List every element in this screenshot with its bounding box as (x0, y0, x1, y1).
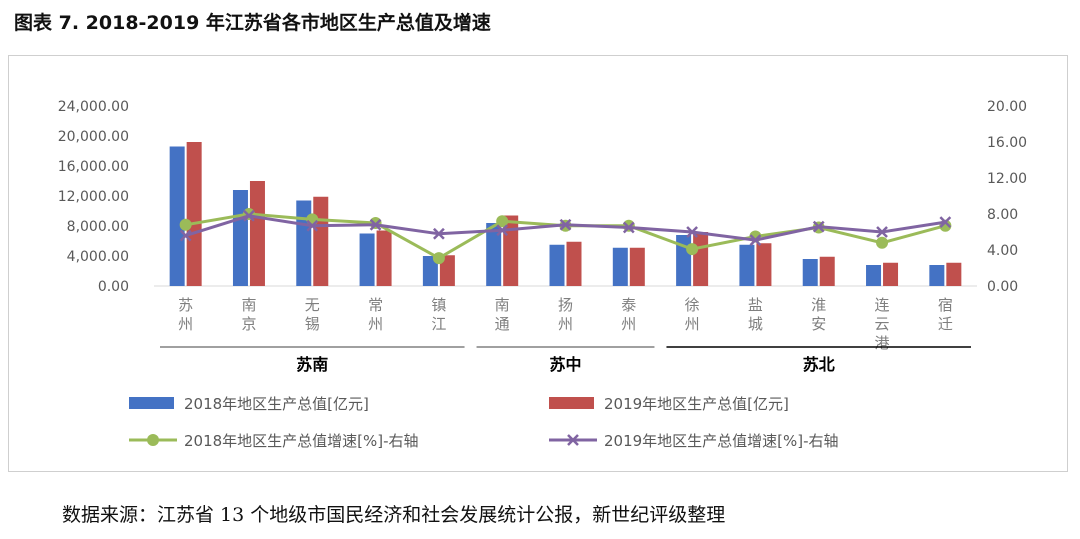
legend-marker (147, 434, 159, 446)
bar-2019 (946, 262, 962, 286)
growth-point-2019 (876, 226, 888, 238)
growth-point-2018 (622, 219, 635, 232)
bar-2018 (612, 247, 628, 286)
bar-2019 (819, 256, 835, 286)
bar-2019 (566, 241, 582, 286)
bar-2019 (313, 196, 329, 286)
bar-2019 (756, 243, 772, 286)
growth-point-2018 (686, 243, 699, 256)
bar-2019 (439, 255, 455, 286)
growth-point-2019 (812, 220, 825, 233)
legend-marker (567, 434, 579, 446)
legend-label: 2018年地区生产总值[亿元] (184, 395, 369, 413)
growth-point-2018 (369, 217, 382, 229)
category-label: 无锡 (305, 296, 320, 333)
growth-point-2019 (686, 226, 698, 238)
growth-point-2019 (749, 234, 762, 246)
group-label: 苏北 (803, 355, 835, 374)
left-axis-tick-label: 16,000.00 (58, 159, 129, 175)
category-label: 苏州 (178, 296, 193, 333)
category-label: 泰州 (621, 296, 636, 333)
bar-2019 (883, 262, 899, 286)
right-axis-tick-label: 12.00 (987, 171, 1027, 187)
bar-2018 (802, 259, 818, 286)
legend-swatch (549, 397, 594, 409)
category-label: 南通 (495, 296, 510, 333)
category-label: 连云港 (875, 296, 890, 352)
legend-label: 2019年地区生产总值[亿元] (604, 395, 789, 413)
figure-title: 图表 7. 2018-2019 年江苏省各市地区生产总值及增速 (14, 12, 491, 34)
bar-2018 (486, 223, 502, 286)
bar-2019 (629, 247, 645, 286)
bar-2019 (186, 142, 202, 286)
growth-point-2019 (243, 209, 255, 222)
bar-2018 (359, 233, 375, 286)
left-axis-tick-label: 12,000.00 (58, 189, 129, 205)
growth-point-2019 (622, 221, 635, 234)
bar-2019 (693, 232, 709, 286)
bar-2018 (422, 256, 438, 286)
category-label: 南京 (241, 296, 256, 333)
category-label: 徐州 (685, 296, 700, 333)
bar-2018 (929, 265, 945, 286)
bar-2019 (376, 230, 392, 286)
category-label: 淮安 (811, 296, 826, 333)
growth-point-2019 (433, 227, 445, 240)
legend-label: 2019年地区生产总值增速[%]-右轴 (604, 432, 839, 450)
data-source-note: 数据来源：江苏省 13 个地级市国民经济和社会发展统计公报，新世纪评级整理 (62, 504, 726, 526)
bar-2019 (249, 181, 265, 286)
growth-point-2018 (432, 252, 445, 265)
chart: 0.00 4,000.00 8,000.00 12,000.00 16,000.00 20… (58, 99, 1027, 450)
bar-2018 (549, 244, 565, 286)
growth-point-2018 (876, 236, 889, 249)
category-label: 镇江 (431, 296, 446, 333)
bar-2018 (169, 146, 185, 286)
left-axis-tick-label: 4,000.00 (67, 249, 129, 265)
category-label: 扬州 (558, 296, 573, 333)
growth-point-2019 (179, 229, 192, 242)
left-axis-tick-label: 8,000.00 (67, 219, 129, 235)
category-label: 常州 (368, 296, 383, 333)
bar-2019 (503, 215, 519, 286)
right-axis-tick-label: 0.00 (987, 279, 1018, 295)
growth-point-2019 (496, 224, 509, 237)
right-axis-tick-label: 16.00 (987, 135, 1027, 151)
bar-2018 (296, 200, 312, 286)
growth-point-2018 (496, 215, 509, 228)
chart-frame: 0.00 4,000.00 8,000.00 12,000.00 16,000.00 20… (8, 55, 1068, 472)
growth-point-2019 (939, 216, 952, 228)
left-axis-tick-label: 20,000.00 (58, 129, 129, 145)
legend-swatch (129, 397, 174, 409)
category-label: 盐城 (748, 296, 763, 333)
growth-point-2019 (559, 218, 572, 231)
category-label: 宿迁 (938, 296, 953, 333)
group-label: 苏中 (549, 355, 581, 374)
growth-point-2019 (306, 219, 319, 232)
bar-2018 (866, 265, 882, 286)
growth-point-2018 (179, 218, 192, 231)
right-axis-tick-label: 20.00 (987, 99, 1027, 115)
left-axis-tick-label: 24,000.00 (58, 99, 129, 115)
legend-label: 2018年地区生产总值增速[%]-右轴 (184, 432, 419, 450)
growth-point-2019 (369, 218, 382, 231)
bar-2018 (739, 244, 755, 286)
bar-2018 (232, 190, 248, 286)
right-axis-tick-label: 8.00 (987, 207, 1018, 223)
left-axis-tick-label: 0.00 (98, 279, 129, 295)
right-axis-tick-label: 4.00 (987, 243, 1018, 259)
group-label: 苏南 (296, 355, 328, 374)
